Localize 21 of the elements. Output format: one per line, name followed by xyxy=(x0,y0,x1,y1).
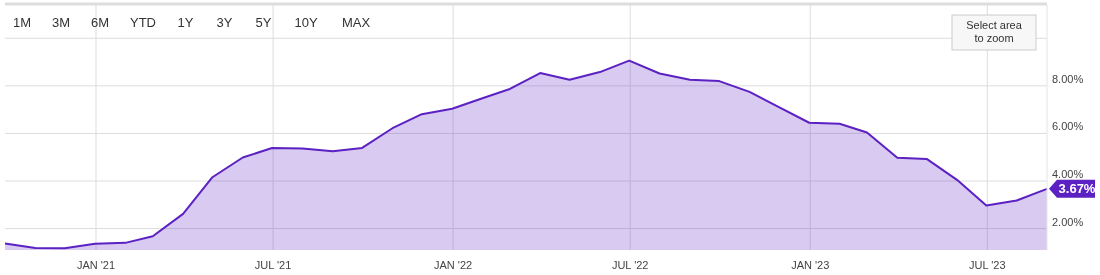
x-tick-label: JAN '21 xyxy=(76,259,116,271)
x-tick-label: JUL '23 xyxy=(969,259,1006,271)
x-tick-label: JUL '22 xyxy=(611,259,649,271)
y-tick-label: 2.00% xyxy=(1052,215,1084,228)
x-tick-label: JUL '21 xyxy=(254,259,292,271)
annotation: 5Y xyxy=(255,15,272,30)
annotation: MAX xyxy=(342,15,371,30)
data-label: 3.67% xyxy=(1058,181,1096,197)
annotation: 3Y xyxy=(216,15,233,30)
annotation: 6M xyxy=(91,15,110,30)
annotation: 1M xyxy=(13,15,32,30)
y-tick-label: 4.00% xyxy=(1052,168,1084,181)
annotation: 1Y xyxy=(177,15,194,30)
x-tick-label: JAN '22 xyxy=(434,259,473,271)
y-tick-label: 8.00% xyxy=(1052,72,1084,85)
annotation: Select area to zoom xyxy=(966,19,1023,44)
y-tick-label: 6.00% xyxy=(1052,120,1084,133)
x-tick-label: JAN '23 xyxy=(791,259,830,271)
annotation: 3M xyxy=(52,15,71,30)
annotation: 10Y xyxy=(294,15,318,30)
annotation: YTD xyxy=(130,15,156,30)
